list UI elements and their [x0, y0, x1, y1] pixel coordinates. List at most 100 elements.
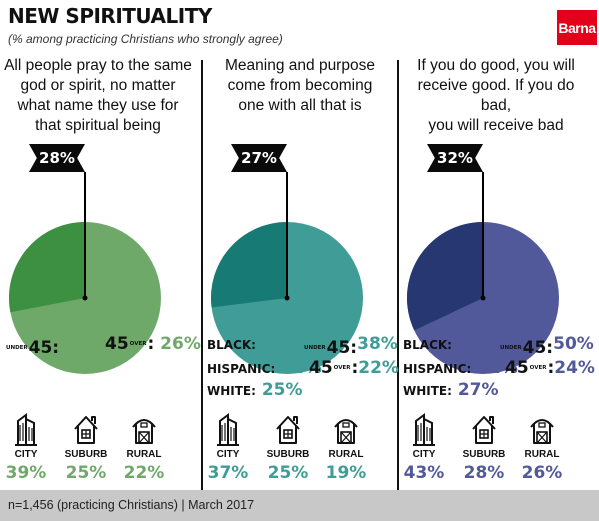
- white-label: WHITE:: [207, 384, 256, 398]
- rural-label: RURAL: [126, 449, 162, 460]
- under-tag-top: UNDER: [304, 345, 326, 351]
- white-value: 25%: [255, 380, 303, 400]
- age-45-text: 45:: [522, 338, 554, 358]
- age-45-text: 45: [505, 358, 529, 378]
- under45-value: 50%: [553, 334, 594, 354]
- suburb-stat: SUBURB 25%: [265, 411, 311, 483]
- statement-second: Meaning and purpose come from becoming one…: [205, 56, 395, 116]
- page-subtitle: (% among practicing Christians who stron…: [8, 32, 283, 46]
- statement-line: one with all that is: [238, 97, 362, 114]
- statement-line: come from becoming: [227, 77, 373, 94]
- suburb-label: SUBURB: [266, 449, 310, 460]
- statement-line: what name they use for: [17, 97, 179, 114]
- statement-first: All people pray to the same god or spirit…: [3, 56, 193, 136]
- city-stat: CITY 39%: [3, 411, 49, 483]
- under-tag-top: UNDER: [6, 345, 28, 351]
- city-value: 39%: [5, 463, 47, 483]
- age-45-text: 45:: [28, 338, 60, 358]
- statement-line: you will receive bad: [428, 117, 564, 134]
- black-label: BLACK:: [403, 338, 452, 352]
- rural-stat: RURAL 19%: [323, 411, 369, 483]
- under45-value: 33%: [59, 334, 106, 354]
- pie-center-dot: [82, 295, 88, 301]
- barna-logo: Barna: [557, 10, 597, 45]
- pie-slice-value-third: [407, 222, 483, 331]
- white-label: WHITE:: [403, 384, 452, 398]
- black-label: BLACK:: [207, 338, 256, 352]
- city-value: 37%: [207, 463, 249, 483]
- statement-third: If you do good, you will receive good. If…: [401, 56, 591, 136]
- suburb-value: 28%: [463, 463, 505, 483]
- age-45-text: 45:: [326, 338, 358, 358]
- footer-note: n=1,456 (practicing Christians) | March …: [0, 490, 599, 521]
- hispanic-value: 34%: [275, 358, 322, 378]
- hispanic-label: HISPANIC:: [207, 362, 276, 376]
- statement-line: god or spirit, no matter: [20, 77, 176, 94]
- rural-value: 26%: [521, 463, 563, 483]
- pie-slice-value-second: [211, 222, 287, 308]
- black-value: 35%: [255, 334, 303, 354]
- over45-label: 45 OVER:: [505, 358, 554, 378]
- pie-chart-first: [8, 222, 161, 374]
- black-stat-third: BLACK: 52%: [403, 334, 499, 354]
- suburb-value: 25%: [267, 463, 309, 483]
- over45-stat-first: 45 OVER: 26%: [105, 334, 201, 354]
- suburb-icon: [276, 416, 300, 444]
- panel-first: All people pray to the same god or spirit…: [3, 56, 201, 490]
- flag-pole-third: [482, 172, 484, 298]
- statement-line: If you do good, you will: [417, 57, 575, 74]
- pie-chart-second: [211, 222, 363, 374]
- flag-pole-second: [286, 172, 288, 298]
- over45-value: 22%: [358, 358, 399, 378]
- hispanic-label: HISPANIC:: [403, 362, 472, 376]
- divider-right: [397, 60, 399, 490]
- rural-value: 22%: [123, 463, 165, 483]
- under45-label: UNDER 45:: [5, 338, 59, 358]
- city-icon: [217, 413, 239, 446]
- under45-stat-third: UNDER 45: 50%: [499, 334, 594, 358]
- colon: :: [147, 334, 155, 354]
- over45-value: 26%: [154, 334, 201, 354]
- rural-label: RURAL: [328, 449, 364, 460]
- black-value: 52%: [451, 334, 499, 354]
- location-stats-second: CITY 37% SUBURB 25% RURAL 19%: [205, 411, 395, 491]
- hispanic-stat-third: HISPANIC: 42%: [403, 358, 518, 378]
- black-stat-second: BLACK: 35%: [207, 334, 303, 354]
- city-stat: CITY 43%: [401, 411, 447, 483]
- under-tag: UNDER: [6, 345, 28, 351]
- city-label: CITY: [14, 449, 38, 460]
- pie-value-flag-first: 28%: [29, 144, 85, 172]
- hispanic-stat-second: HISPANIC: 34%: [207, 358, 322, 378]
- suburb-value: 25%: [65, 463, 107, 483]
- statement-line: receive good. If you do bad,: [417, 77, 575, 114]
- rural-stat: RURAL 22%: [121, 411, 167, 483]
- over45-value: 24%: [554, 358, 595, 378]
- over45-stat-third: 45 OVER:24%: [505, 358, 595, 378]
- white-stat-third: WHITE: 27%: [403, 380, 499, 400]
- flag-pole-first: [84, 172, 86, 298]
- divider-left: [201, 60, 203, 490]
- suburb-stat: SUBURB 28%: [461, 411, 507, 483]
- under-tag: UNDER: [500, 345, 522, 351]
- under45-label: UNDER 45:: [303, 338, 357, 358]
- pie-center-dot: [284, 295, 290, 301]
- city-stat: CITY 37%: [205, 411, 251, 483]
- under45-value: 38%: [357, 334, 398, 354]
- white-stat-second: WHITE: 25%: [207, 380, 303, 400]
- colon: :: [351, 358, 359, 378]
- page-title: NEW SPIRITUALITY: [8, 4, 212, 28]
- rural-label: RURAL: [524, 449, 560, 460]
- panel-second: Meaning and purpose come from becoming one…: [205, 56, 399, 491]
- rural-icon: [530, 419, 554, 444]
- pie-slice-value-first: [8, 222, 85, 313]
- over45-label: 45 OVER:: [105, 334, 154, 354]
- city-icon: [15, 413, 37, 446]
- hispanic-value: 42%: [471, 358, 518, 378]
- over-tag-top: OVER: [529, 365, 547, 371]
- city-label: CITY: [412, 449, 436, 460]
- statement-line: that spiritual being: [35, 117, 161, 134]
- pie-value-flag-third: 32%: [427, 144, 483, 172]
- age-45-text: 45: [105, 334, 129, 354]
- age-45-text: 45: [309, 358, 333, 378]
- suburb-stat: SUBURB 25%: [63, 411, 109, 483]
